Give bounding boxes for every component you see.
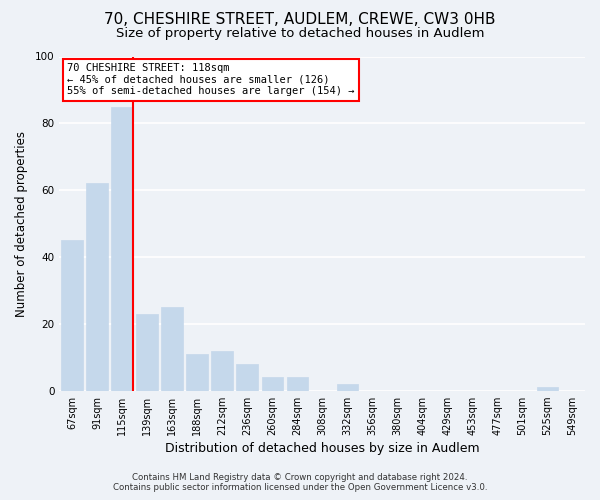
Bar <box>86 184 107 390</box>
Bar <box>61 240 83 390</box>
Bar <box>136 314 158 390</box>
Text: Contains HM Land Registry data © Crown copyright and database right 2024.
Contai: Contains HM Land Registry data © Crown c… <box>113 473 487 492</box>
Bar <box>537 388 558 390</box>
Bar <box>262 378 283 390</box>
Text: 70 CHESHIRE STREET: 118sqm
← 45% of detached houses are smaller (126)
55% of sem: 70 CHESHIRE STREET: 118sqm ← 45% of deta… <box>67 63 355 96</box>
Text: Size of property relative to detached houses in Audlem: Size of property relative to detached ho… <box>116 28 484 40</box>
X-axis label: Distribution of detached houses by size in Audlem: Distribution of detached houses by size … <box>165 442 479 455</box>
Bar <box>211 350 233 391</box>
Y-axis label: Number of detached properties: Number of detached properties <box>15 130 28 316</box>
Text: 70, CHESHIRE STREET, AUDLEM, CREWE, CW3 0HB: 70, CHESHIRE STREET, AUDLEM, CREWE, CW3 … <box>104 12 496 28</box>
Bar <box>287 378 308 390</box>
Bar <box>161 307 182 390</box>
Bar <box>187 354 208 391</box>
Bar <box>337 384 358 390</box>
Bar <box>236 364 258 390</box>
Bar <box>112 106 133 391</box>
